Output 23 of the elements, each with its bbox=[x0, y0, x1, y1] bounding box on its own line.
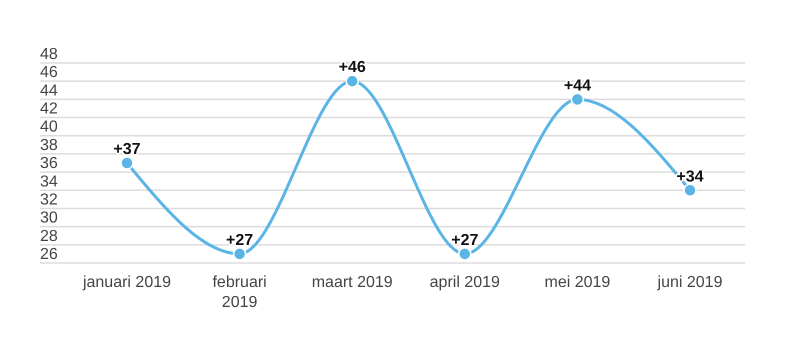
y-tick-label: 26 bbox=[40, 246, 58, 263]
data-label: +46 bbox=[338, 59, 366, 76]
data-label: +27 bbox=[226, 232, 254, 249]
data-label: +44 bbox=[564, 77, 592, 94]
y-tick-label: 48 bbox=[40, 46, 58, 63]
y-tick-label: 28 bbox=[40, 228, 58, 245]
x-tick-label: mei 2019 bbox=[544, 274, 610, 291]
y-tick-label: 32 bbox=[40, 191, 58, 208]
y-tick-label: 40 bbox=[40, 118, 58, 136]
y-tick-label: 42 bbox=[40, 100, 58, 118]
y-tick-label: 34 bbox=[40, 173, 58, 190]
x-tick-label: juni 2019 bbox=[656, 274, 723, 291]
y-tick-label: 44 bbox=[40, 82, 58, 100]
data-label: +37 bbox=[113, 141, 141, 158]
x-tick-label: maart 2019 bbox=[312, 274, 393, 291]
x-tick-label: april 2019 bbox=[430, 274, 500, 291]
y-tick-label: 36 bbox=[40, 155, 58, 172]
y-tick-label: 38 bbox=[40, 136, 58, 154]
data-label: +27 bbox=[451, 232, 478, 249]
y-tick-label: 30 bbox=[40, 210, 58, 227]
x-tick-label: februari 2019 bbox=[212, 274, 267, 311]
x-tick-label: januari 2019 bbox=[82, 274, 172, 291]
y-tick-label: 46 bbox=[40, 64, 58, 82]
